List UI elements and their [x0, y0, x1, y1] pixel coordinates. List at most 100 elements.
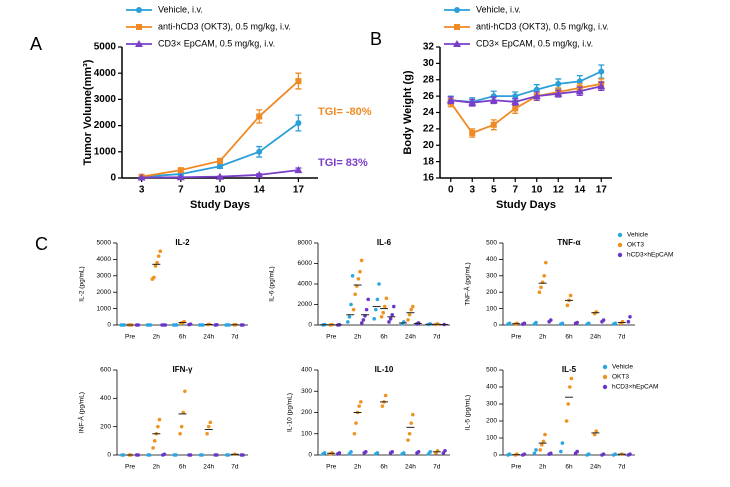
data-point — [347, 315, 352, 319]
x-tick-label: 6h — [179, 464, 187, 471]
data-point — [208, 420, 213, 425]
data-point — [322, 451, 327, 455]
data-point — [158, 249, 163, 253]
marker — [256, 148, 263, 155]
x-tick-label: 14 — [254, 185, 266, 196]
data-point — [388, 317, 393, 321]
marker — [137, 173, 146, 181]
data-point — [541, 439, 546, 444]
x-tick-label: Pre — [125, 334, 136, 341]
data-point — [594, 429, 598, 434]
y-tick-label: 2000 — [97, 289, 112, 296]
chart-title: IL-10 — [375, 365, 394, 374]
marker — [490, 93, 497, 100]
data-point — [201, 323, 205, 327]
data-point — [387, 320, 391, 324]
y-tick-label: 400 — [486, 384, 497, 391]
data-point — [155, 260, 159, 265]
data-point — [628, 315, 632, 319]
data-point — [241, 323, 245, 327]
legend-label: Vehicle — [627, 232, 648, 239]
data-point — [416, 321, 421, 325]
x-tick-label: 7 — [512, 185, 518, 196]
marker — [294, 166, 303, 174]
x-tick-label: 6h — [565, 334, 573, 341]
data-point — [507, 321, 512, 326]
data-point — [183, 389, 187, 394]
marker — [295, 119, 302, 126]
data-point — [359, 258, 364, 263]
data-point — [356, 277, 361, 281]
x-tick-label: 17 — [293, 185, 305, 196]
data-point — [507, 452, 512, 456]
strip-chart: 0 2000 4000 6000 8000 Pre 2h 6h 24h 7d IL-6 (pg/mL… — [269, 238, 450, 341]
marker — [468, 98, 477, 106]
x-tick-label: 10 — [531, 185, 543, 196]
data-point — [241, 453, 245, 457]
y-tick-label: 28 — [423, 74, 435, 85]
data-point — [566, 402, 570, 406]
x-tick-label: 10 — [214, 185, 226, 196]
data-point — [559, 449, 563, 454]
data-point — [357, 404, 362, 408]
data-point — [568, 385, 572, 389]
data-point — [174, 453, 178, 457]
data-point — [349, 450, 353, 454]
data-point — [375, 451, 380, 455]
data-point — [174, 323, 179, 327]
data-point — [156, 424, 160, 429]
marker — [512, 93, 519, 100]
data-point — [406, 318, 410, 322]
x-tick-label: 24h — [405, 334, 416, 341]
legend-marker — [617, 242, 623, 248]
y-tick-label: 100 — [486, 435, 497, 442]
data-point — [411, 304, 415, 309]
data-point — [136, 323, 141, 327]
y-axis-label: IL-2 (pg/mL) — [79, 266, 86, 301]
chart-title: IL-5 — [562, 365, 577, 374]
y-axis-label: IL-6 (pg/mL) — [269, 266, 276, 301]
data-point — [587, 452, 591, 456]
y-tick-label: 22 — [423, 124, 435, 135]
marker — [176, 173, 185, 181]
x-tick-label: 24h — [203, 464, 214, 471]
x-tick-label: 2h — [539, 334, 547, 341]
data-point — [349, 302, 353, 307]
data-point — [568, 293, 573, 298]
data-point — [380, 404, 385, 408]
data-point — [534, 320, 538, 325]
strip-chart: 0 100 200 300 400 500 Pre 2h 6h 24h 7d TNF-Â (pg/mL… — [463, 232, 674, 341]
y-tick-label: 1000 — [97, 305, 112, 312]
data-point — [542, 274, 546, 278]
marker — [554, 89, 563, 97]
x-tick-label: Pre — [125, 464, 136, 471]
legend-label: Vehicle, i.v. — [158, 4, 203, 14]
marker — [446, 96, 455, 104]
data-point — [443, 448, 447, 453]
data-point — [575, 449, 579, 454]
x-tick-label: Pre — [326, 464, 337, 471]
y-tick-label: 400 — [100, 395, 111, 402]
y-tick-label: 24 — [423, 107, 435, 118]
x-tick-label: 6h — [565, 464, 573, 471]
y-tick-label: 26 — [423, 91, 435, 102]
strip-chart: C 0 1000 2000 3000 4000 5000 Pre 2h 6h 24h 7d IL-2 (… — [35, 234, 248, 341]
data-point — [560, 441, 565, 445]
data-point — [515, 452, 519, 456]
data-point — [227, 323, 231, 327]
x-tick-label: 17 — [596, 185, 608, 196]
marker — [135, 40, 143, 47]
annotation: TGI= -80% — [318, 106, 372, 118]
x-axis-label: Study Days — [496, 199, 556, 211]
data-point — [148, 323, 153, 327]
y-tick-label: 400 — [301, 367, 312, 374]
data-point — [383, 304, 387, 309]
x-tick-label: 0 — [448, 185, 454, 196]
data-point — [564, 419, 569, 423]
legend-label: OKT3 — [627, 242, 644, 249]
legend-label: OKT3 — [612, 374, 629, 381]
data-point — [359, 400, 363, 404]
marker — [255, 170, 264, 178]
data-point — [178, 431, 182, 436]
x-tick-label: 7d — [618, 464, 626, 471]
